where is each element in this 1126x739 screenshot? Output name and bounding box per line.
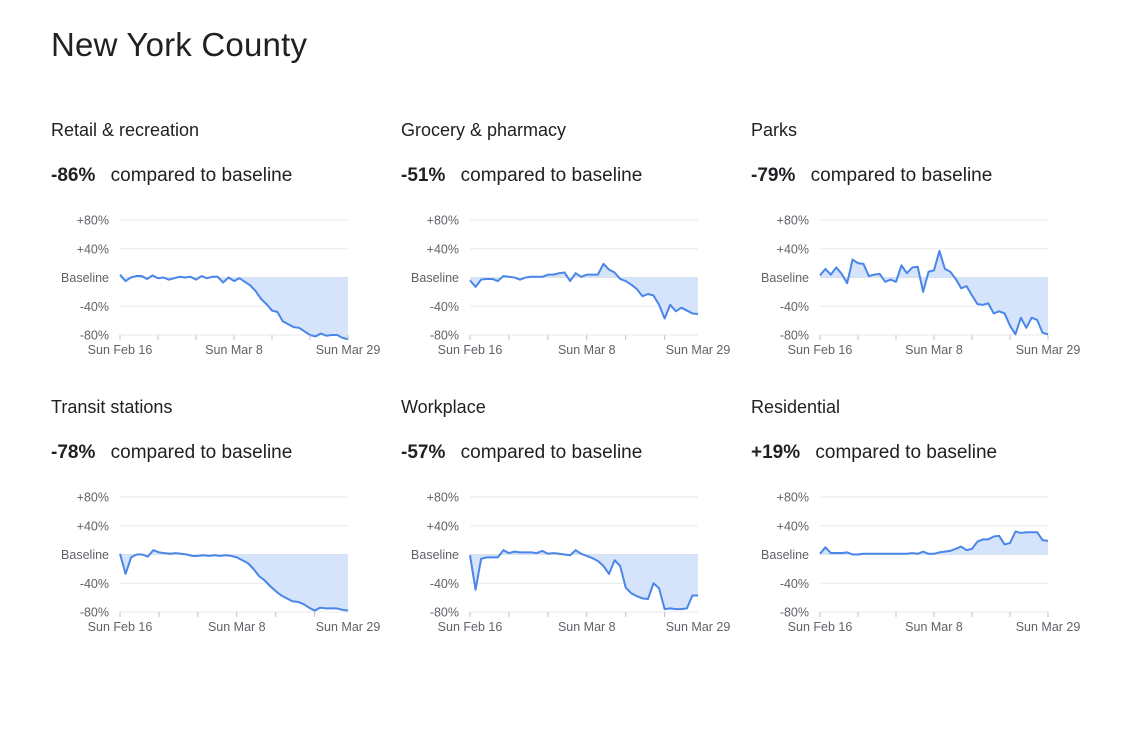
y-tick-label: Baseline [761, 271, 809, 285]
x-tick-label: Sun Feb 16 [88, 343, 153, 357]
series-area [470, 263, 698, 319]
chart-title: Workplace [401, 397, 486, 417]
x-tick-label: Sun Mar 29 [1016, 620, 1081, 634]
y-tick-label: -80% [430, 329, 459, 343]
chart-panel-workplace: Workplace -57% compared to baseline +80%… [401, 397, 741, 647]
x-tick-label: Sun Mar 8 [205, 343, 263, 357]
series-area [120, 274, 348, 340]
y-tick-label: +80% [427, 214, 459, 228]
x-tick-label: Sun Mar 8 [905, 343, 963, 357]
x-tick-label: Sun Mar 8 [905, 620, 963, 634]
series-line [119, 549, 349, 612]
chart-title: Residential [751, 397, 841, 417]
chart-stat: -51% compared to baseline [401, 165, 642, 187]
y-tick-label: Baseline [761, 548, 809, 562]
y-tick-label: -40% [780, 300, 809, 314]
x-tick-label: Sun Mar 8 [558, 620, 616, 634]
line-chart: +80% +40% Baseline -40% -80%Sun Feb 16 Sun Ma… [761, 214, 1081, 358]
change-value: -51% [401, 165, 446, 186]
x-tick-label: Sun Mar 29 [316, 620, 381, 634]
y-tick-label: Baseline [61, 548, 109, 562]
chart-panel-parks: Parks -79% compared to baseline +80% +40%… [751, 120, 1091, 370]
y-tick-label: +40% [77, 242, 109, 256]
chart-panel-retail: Retail & recreation -86% compared to bas… [51, 120, 391, 370]
y-tick-label: -40% [80, 300, 109, 314]
x-tick-label: Sun Mar 29 [316, 343, 381, 357]
line-chart: +80% +40% Baseline -40% -80%Sun Feb 16 Sun Ma… [61, 491, 381, 635]
y-tick-label: -40% [80, 577, 109, 591]
series-line [819, 249, 1049, 336]
y-tick-label: +40% [427, 242, 459, 256]
chart-title: Parks [751, 120, 798, 140]
x-tick-label: Sun Mar 29 [1016, 343, 1081, 357]
y-tick-label: +80% [77, 491, 109, 505]
y-tick-label: +80% [77, 214, 109, 228]
line-chart: +80% +40% Baseline -40% -80%Sun Feb 16 Sun Ma… [761, 491, 1081, 635]
chart-title: Transit stations [51, 397, 173, 417]
chart-panel-transit: Transit stations -78% compared to baseli… [51, 397, 391, 647]
y-tick-label: +80% [777, 214, 809, 228]
y-tick-label: +40% [427, 519, 459, 533]
line-chart: +80% +40% Baseline -40% -80%Sun Feb 16 Sun Ma… [411, 214, 731, 358]
y-tick-label: +40% [777, 519, 809, 533]
change-value: -78% [51, 442, 96, 463]
line-chart: +80% +40% Baseline -40% -80%Sun Feb 16 Sun Ma… [61, 214, 381, 358]
x-tick-label: Sun Mar 29 [666, 620, 731, 634]
x-tick-label: Sun Mar 8 [208, 620, 266, 634]
x-tick-label: Sun Feb 16 [788, 620, 853, 634]
y-tick-label: -80% [80, 329, 109, 343]
y-tick-label: -80% [430, 606, 459, 620]
x-tick-label: Sun Feb 16 [438, 343, 503, 357]
y-tick-label: -80% [80, 606, 109, 620]
line-chart: +80% +40% Baseline -40% -80%Sun Feb 16 Sun Ma… [411, 491, 731, 635]
series-area [470, 550, 698, 610]
chart-title: Retail & recreation [51, 120, 200, 140]
change-label: compared to baseline [810, 165, 993, 186]
y-tick-label: +80% [777, 491, 809, 505]
y-tick-label: Baseline [61, 271, 109, 285]
y-tick-label: -40% [780, 577, 809, 591]
change-value: -86% [51, 165, 96, 186]
change-value: +19% [751, 442, 801, 463]
chart-title: Grocery & pharmacy [401, 120, 567, 140]
x-tick-label: Sun Feb 16 [438, 620, 503, 634]
change-label: compared to baseline [460, 165, 643, 186]
change-label: compared to baseline [110, 165, 293, 186]
change-label: compared to baseline [460, 442, 643, 463]
series-area [820, 250, 1048, 335]
y-tick-label: -40% [430, 300, 459, 314]
series-line [819, 530, 1049, 556]
y-tick-label: +80% [427, 491, 459, 505]
y-tick-label: -80% [780, 606, 809, 620]
chart-panel-grocery: Grocery & pharmacy -51% compared to base… [401, 120, 741, 370]
y-tick-label: Baseline [411, 271, 459, 285]
chart-panel-residential: Residential +19% compared to baseline +8… [751, 397, 1091, 647]
change-label: compared to baseline [110, 442, 293, 463]
x-tick-label: Sun Feb 16 [88, 620, 153, 634]
change-value: -79% [751, 165, 796, 186]
series-area [820, 531, 1048, 555]
change-label: compared to baseline [815, 442, 998, 463]
y-tick-label: +40% [77, 519, 109, 533]
y-tick-label: Baseline [411, 548, 459, 562]
x-tick-label: Sun Mar 29 [666, 343, 731, 357]
chart-stat: -79% compared to baseline [751, 165, 992, 187]
change-value: -57% [401, 442, 446, 463]
x-tick-label: Sun Mar 8 [558, 343, 616, 357]
y-tick-label: +40% [777, 242, 809, 256]
y-tick-label: -40% [430, 577, 459, 591]
chart-stat: +19% compared to baseline [751, 442, 997, 464]
chart-stat: -86% compared to baseline [51, 165, 292, 187]
series-area [120, 550, 348, 611]
series-line [469, 549, 698, 611]
series-line [469, 262, 699, 320]
chart-stat: -57% compared to baseline [401, 442, 642, 464]
x-tick-label: Sun Feb 16 [788, 343, 853, 357]
y-tick-label: -80% [780, 329, 809, 343]
page-title: New York County [51, 26, 308, 63]
chart-stat: -78% compared to baseline [51, 442, 292, 464]
